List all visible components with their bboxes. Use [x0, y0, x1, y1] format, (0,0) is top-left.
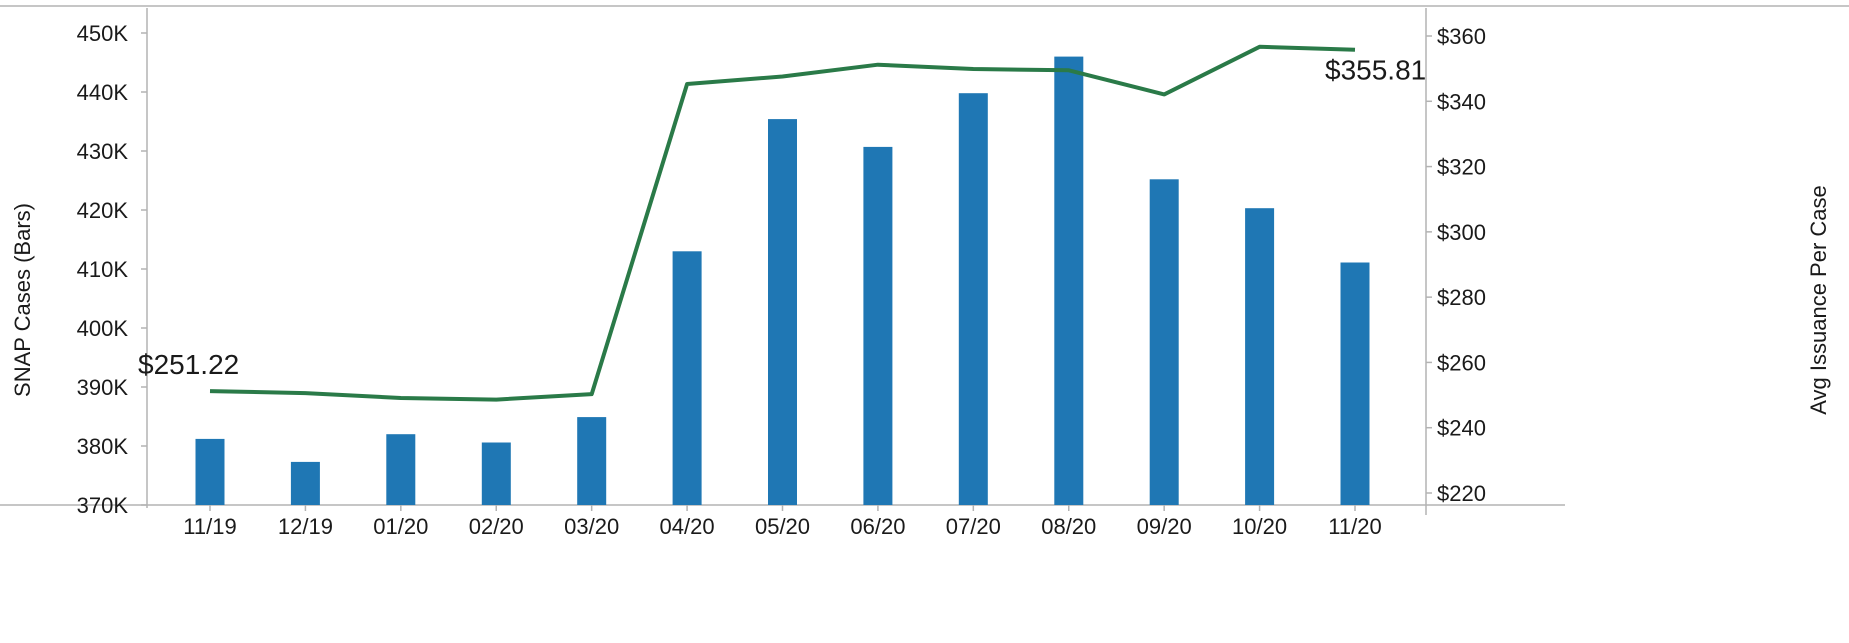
right-tick-label: $280 — [1437, 285, 1486, 310]
bar-series — [195, 56, 1370, 506]
left-tick-label: 430K — [77, 139, 129, 164]
bar-09-20 — [1149, 179, 1179, 506]
chart-frame — [0, 5, 1849, 515]
bar-11-20 — [1340, 262, 1370, 505]
x-tick-label: 03/20 — [564, 514, 619, 539]
first-value-label: $251.22 — [138, 349, 239, 380]
right-y-axis: $220 $240 $260 $280 $300 $320 $340 $360 — [1426, 24, 1486, 506]
left-axis-title: SNAP Cases (Bars) — [10, 203, 35, 397]
bar-06-20 — [863, 146, 893, 505]
bar-04-20 — [672, 251, 702, 505]
x-tick-label: 02/20 — [469, 514, 524, 539]
right-tick-label: $240 — [1437, 416, 1486, 441]
bar-05-20 — [768, 119, 797, 505]
x-tick-label: 06/20 — [850, 514, 905, 539]
left-tick-label: 410K — [77, 257, 129, 282]
bar-02-20 — [481, 442, 511, 505]
right-tick-label: $220 — [1437, 481, 1486, 506]
bar-08-20 — [1054, 56, 1084, 505]
right-axis-title: Avg Issuance Per Case — [1806, 185, 1831, 415]
bar-01-20 — [386, 434, 416, 505]
x-tick-label: 12/19 — [278, 514, 333, 539]
x-tick-label: 11/20 — [1328, 514, 1381, 539]
bar-12-19 — [290, 461, 320, 505]
bar-11-19 — [195, 438, 225, 505]
left-tick-label: 420K — [77, 198, 129, 223]
left-y-axis: 370K 380K 390K 400K 410K 420K 430K 440K 450K — [77, 21, 147, 518]
x-tick-label: 07/20 — [946, 514, 1001, 539]
left-tick-label: 400K — [77, 316, 129, 341]
x-tick-label: 01/20 — [373, 514, 428, 539]
data-labels: $251.22 $355.81 — [138, 55, 1426, 380]
right-tick-label: $340 — [1437, 89, 1486, 114]
left-tick-label: 450K — [77, 21, 129, 46]
bar-03-20 — [577, 417, 607, 505]
left-tick-label: 440K — [77, 80, 129, 105]
right-tick-label: $300 — [1437, 220, 1486, 245]
right-tick-label: $260 — [1437, 350, 1486, 375]
left-tick-label: 380K — [77, 434, 129, 459]
right-tick-label: $320 — [1437, 155, 1486, 180]
x-tick-label: 10/20 — [1232, 514, 1287, 539]
x-tick-label: 08/20 — [1041, 514, 1096, 539]
x-tick-label: 04/20 — [660, 514, 715, 539]
bar-10-20 — [1245, 208, 1275, 505]
left-tick-label: 370K — [77, 493, 129, 518]
line-series — [209, 44, 1356, 402]
avg-issuance-line — [209, 44, 1356, 402]
right-tick-label: $360 — [1437, 24, 1486, 49]
bar-07-20 — [958, 93, 988, 505]
left-tick-label: 390K — [77, 375, 129, 400]
x-tick-label: 05/20 — [755, 514, 810, 539]
last-value-label: $355.81 — [1325, 55, 1426, 86]
x-tick-label: 09/20 — [1137, 514, 1192, 539]
x-tick-label: 11/19 — [183, 514, 236, 539]
x-axis: 11/19 12/19 01/20 02/20 03/20 04/20 05/20 06/20… — [183, 505, 1382, 539]
